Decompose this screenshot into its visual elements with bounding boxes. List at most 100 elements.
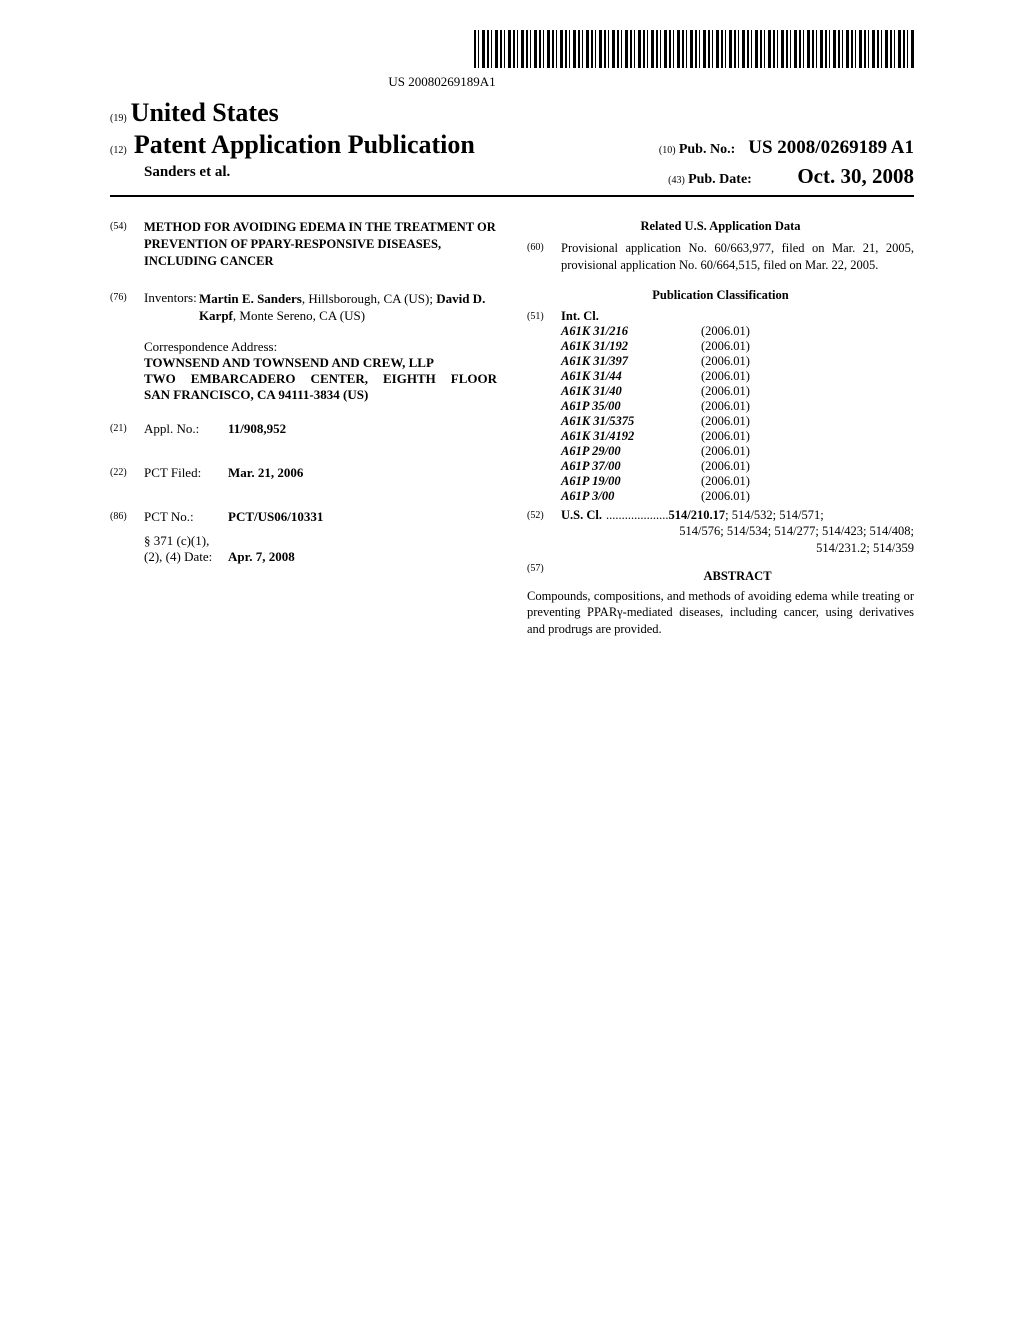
uscl-line2: 514/576; 514/534; 514/277; 514/423; 514/… (561, 523, 914, 540)
right-column: Related U.S. Application Data (60) Provi… (527, 219, 914, 638)
pctfiled-row: (22) PCT Filed: Mar. 21, 2006 (110, 465, 497, 495)
intcl-entry: A61K 31/40(2006.01) (561, 384, 914, 399)
doc-kind-row: (12) Patent Application Publication (10)… (110, 130, 914, 160)
abstract-num: (57) (527, 561, 561, 588)
s371-label2: (2), (4) Date: (144, 549, 228, 565)
country-row: (19) United States (110, 98, 914, 128)
intcl-year: (2006.01) (701, 354, 750, 369)
applno-body: Appl. No.: 11/908,952 (144, 421, 497, 437)
intcl-num: (51) (527, 309, 561, 504)
pctfiled-value: Mar. 21, 2006 (228, 465, 303, 481)
intcl-entry: A61P 35/00(2006.01) (561, 399, 914, 414)
left-column: (54) METHOD FOR AVOIDING EDEMA IN THE TR… (110, 219, 497, 638)
intcl-year: (2006.01) (701, 399, 750, 414)
pctno-body: PCT No.: PCT/US06/10331 § 371 (c)(1), (2… (144, 509, 497, 565)
country-name: United States (131, 98, 279, 128)
abstract-head: ABSTRACT (561, 569, 914, 584)
applno-row: (21) Appl. No.: 11/908,952 (110, 421, 497, 451)
pubdate-label: Pub. Date: (688, 172, 752, 187)
uscl-dots: .................... (606, 508, 669, 523)
uscl-first: 514/210.17 (668, 508, 725, 523)
related-text: Provisional application No. 60/663,977, … (561, 240, 914, 274)
intcl-code: A61K 31/216 (561, 324, 701, 339)
correspondence-head: Correspondence Address: (144, 339, 497, 355)
correspondence-block: Correspondence Address: TOWNSEND AND TOW… (144, 339, 497, 403)
pubno: (10) Pub. No.: US 2008/0269189 A1 (659, 137, 914, 159)
intcl-year: (2006.01) (701, 369, 750, 384)
pctfiled-label: PCT Filed: (144, 465, 228, 481)
intcl-year: (2006.01) (701, 489, 750, 504)
pubno-value: US 2008/0269189 A1 (748, 137, 914, 158)
pctfiled-num: (22) (110, 465, 144, 495)
intcl-year: (2006.01) (701, 459, 750, 474)
intcl-row: (51) Int. Cl. A61K 31/216(2006.01)A61K 3… (527, 309, 914, 504)
pubno-label: Pub. No.: (679, 142, 735, 157)
intcl-entry: A61K 31/44(2006.01) (561, 369, 914, 384)
abstract-head-row: (57) ABSTRACT (527, 561, 914, 588)
intcl-year: (2006.01) (701, 414, 750, 429)
intcl-year: (2006.01) (701, 429, 750, 444)
pctno-label: PCT No.: (144, 509, 228, 525)
uscl-rest1: ; 514/532; 514/571; (725, 508, 824, 523)
uscl-row: (52) U.S. Cl. .................... 514/2… (527, 508, 914, 557)
inventor1-name: Martin E. Sanders (199, 291, 302, 306)
intcl-entry: A61P 29/00(2006.01) (561, 444, 914, 459)
inventor1-rest: , Hillsborough, CA (US); (302, 291, 436, 306)
s371-line1: § 371 (c)(1), (144, 533, 497, 549)
applno-label: Appl. No.: (144, 421, 228, 437)
patent-title: METHOD FOR AVOIDING EDEMA IN THE TREATME… (144, 219, 497, 270)
pubclass-head: Publication Classification (527, 288, 914, 303)
intcl-code: A61P 35/00 (561, 399, 701, 414)
intcl-entry: A61K 31/192(2006.01) (561, 339, 914, 354)
inventors-row: (76) Inventors: Martin E. Sanders, Hills… (110, 290, 497, 325)
inventors-body: Inventors: Martin E. Sanders, Hillsborou… (144, 290, 497, 325)
uscl-num: (52) (527, 508, 561, 557)
related-head: Related U.S. Application Data (527, 219, 914, 234)
intcl-code: A61P 19/00 (561, 474, 701, 489)
intcl-label: Int. Cl. (561, 309, 914, 324)
intcl-code: A61K 31/4192 (561, 429, 701, 444)
barcode-bars (474, 30, 914, 68)
intcl-entry: A61P 37/00(2006.01) (561, 459, 914, 474)
intcl-table: A61K 31/216(2006.01)A61K 31/192(2006.01)… (561, 324, 914, 504)
correspondence-name: TOWNSEND AND TOWNSEND AND CREW, LLP (144, 355, 497, 371)
kind-num: (12) (110, 145, 127, 156)
authors: Sanders et al. (144, 164, 230, 189)
intcl-year: (2006.01) (701, 339, 750, 354)
intcl-entry: A61K 31/5375(2006.01) (561, 414, 914, 429)
pubdate: (43) Pub. Date: Oct. 30, 2008 (668, 164, 914, 189)
intcl-entry: A61P 3/00(2006.01) (561, 489, 914, 504)
pctno-row: (86) PCT No.: PCT/US06/10331 § 371 (c)(1… (110, 509, 497, 565)
pctno-value: PCT/US06/10331 (228, 509, 323, 525)
uscl-label: U.S. Cl. (561, 508, 602, 523)
intcl-code: A61P 3/00 (561, 489, 701, 504)
abstract-text: Compounds, compositions, and methods of … (527, 588, 914, 639)
intcl-entry: A61K 31/4192(2006.01) (561, 429, 914, 444)
country-num: (19) (110, 113, 127, 124)
intcl-code: A61P 29/00 (561, 444, 701, 459)
intcl-code: A61P 37/00 (561, 459, 701, 474)
inventors-names: Martin E. Sanders, Hillsborough, CA (US)… (199, 290, 497, 325)
pubdate-value: Oct. 30, 2008 (797, 164, 914, 188)
pctfiled-body: PCT Filed: Mar. 21, 2006 (144, 465, 497, 481)
applno-num: (21) (110, 421, 144, 451)
correspondence-addr1: TWO EMBARCADERO CENTER, EIGHTH FLOOR (144, 371, 497, 387)
title-num: (54) (110, 219, 144, 270)
intcl-year: (2006.01) (701, 384, 750, 399)
inventors-label: Inventors: (144, 290, 199, 325)
intcl-body: Int. Cl. A61K 31/216(2006.01)A61K 31/192… (561, 309, 914, 504)
intcl-entry: A61P 19/00(2006.01) (561, 474, 914, 489)
related-num: (60) (527, 240, 561, 274)
intcl-code: A61K 31/5375 (561, 414, 701, 429)
pctno-num: (86) (110, 509, 144, 565)
intcl-code: A61K 31/397 (561, 354, 701, 369)
title-row: (54) METHOD FOR AVOIDING EDEMA IN THE TR… (110, 219, 497, 270)
correspondence-addr2: SAN FRANCISCO, CA 94111-3834 (US) (144, 387, 497, 403)
doc-kind-left: (12) Patent Application Publication (110, 130, 475, 160)
intcl-entry: A61K 31/216(2006.01) (561, 324, 914, 339)
inventor2-rest: , Monte Sereno, CA (US) (233, 308, 365, 323)
related-row: (60) Provisional application No. 60/663,… (527, 240, 914, 274)
s371-block: § 371 (c)(1), (2), (4) Date: Apr. 7, 200… (144, 533, 497, 565)
doc-kind: Patent Application Publication (134, 130, 475, 159)
two-column-body: (54) METHOD FOR AVOIDING EDEMA IN THE TR… (110, 219, 914, 638)
